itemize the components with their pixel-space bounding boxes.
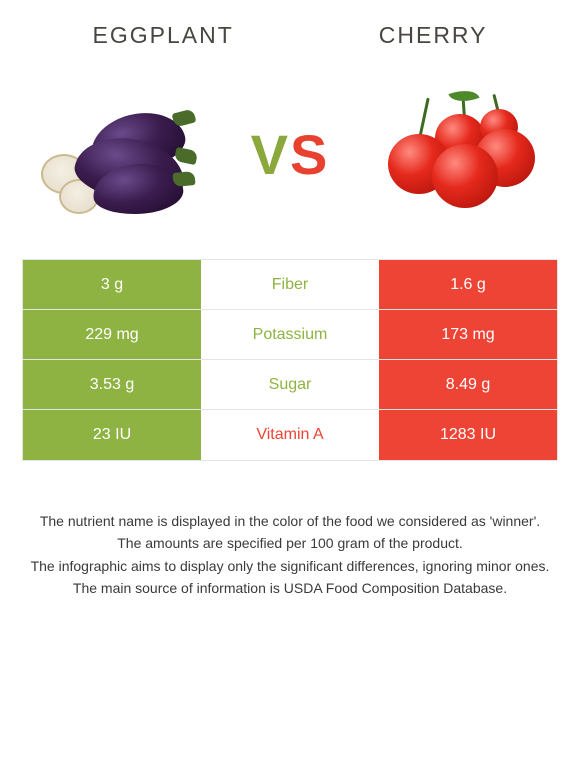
- left-food-title: Eggplant: [93, 22, 234, 49]
- cherry-image: [370, 74, 550, 234]
- footnote-line: The nutrient name is displayed in the co…: [30, 511, 550, 531]
- left-value: 23 IU: [23, 410, 201, 460]
- footnote-line: The main source of information is USDA F…: [30, 578, 550, 598]
- nutrient-label: Fiber: [201, 260, 379, 309]
- eggplant-image: [30, 74, 210, 234]
- left-value: 3.53 g: [23, 360, 201, 409]
- right-value: 8.49 g: [379, 360, 557, 409]
- left-value: 3 g: [23, 260, 201, 309]
- comparison-row: 3.53 gSugar8.49 g: [23, 360, 557, 410]
- header: Eggplant Cherry: [0, 0, 580, 59]
- footnote-line: The amounts are specified per 100 gram o…: [30, 533, 550, 553]
- footnotes: The nutrient name is displayed in the co…: [0, 461, 580, 598]
- comparison-row: 23 IUVitamin A1283 IU: [23, 410, 557, 460]
- footnote-line: The infographic aims to display only the…: [30, 556, 550, 576]
- nutrient-label: Potassium: [201, 310, 379, 359]
- nutrient-label: Vitamin A: [201, 410, 379, 460]
- right-value: 1283 IU: [379, 410, 557, 460]
- right-value: 173 mg: [379, 310, 557, 359]
- nutrient-label: Sugar: [201, 360, 379, 409]
- right-food-title: Cherry: [379, 22, 488, 49]
- images-row: VS: [0, 59, 580, 259]
- vs-label: VS: [251, 122, 330, 187]
- comparison-row: 3 gFiber1.6 g: [23, 260, 557, 310]
- left-value: 229 mg: [23, 310, 201, 359]
- comparison-table: 3 gFiber1.6 g229 mgPotassium173 mg3.53 g…: [22, 259, 558, 461]
- comparison-row: 229 mgPotassium173 mg: [23, 310, 557, 360]
- right-value: 1.6 g: [379, 260, 557, 309]
